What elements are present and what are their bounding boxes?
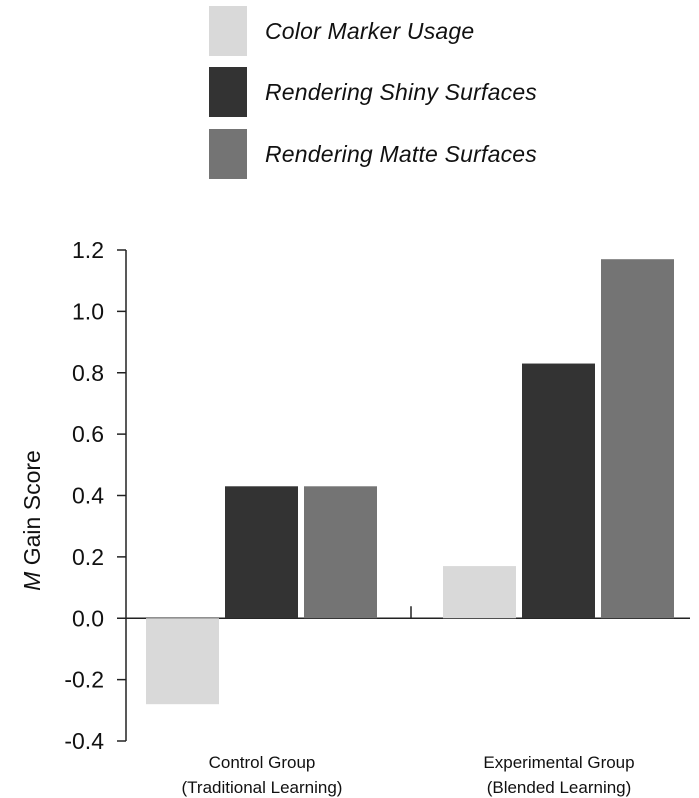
- legend-swatch-color-marker-usage: [209, 6, 247, 56]
- y-tick-label: 1.0: [72, 298, 104, 324]
- bar-rendering-shiny-surfaces-control: [225, 486, 298, 619]
- y-axis-title: M Gain Score: [19, 450, 45, 591]
- x-category-label: Experimental Group: [483, 753, 634, 772]
- x-category-label: (Blended Learning): [487, 778, 632, 797]
- legend-swatch-rendering-matte-surfaces: [209, 129, 247, 179]
- legend-label-rendering-matte-surfaces: Rendering Matte Surfaces: [265, 140, 537, 167]
- bar-rendering-matte-surfaces-control: [304, 486, 377, 619]
- legend-label-rendering-shiny-surfaces: Rendering Shiny Surfaces: [265, 78, 538, 105]
- legend-swatch-rendering-shiny-surfaces: [209, 67, 247, 117]
- y-tick-label: 0.6: [72, 421, 104, 447]
- y-tick-label: 0.2: [72, 544, 104, 570]
- chart-plot-area: -0.4 -0.2 0.0 0.2 0.4 0.6 0.8 1.0 1.2 Control Gro…: [19, 237, 690, 797]
- y-tick-label: 1.2: [72, 237, 104, 263]
- y-tick-label: -0.2: [64, 667, 104, 693]
- legend-label-color-marker-usage: Color Marker Usage: [265, 17, 475, 44]
- bar-color-marker-usage-control: [146, 618, 219, 705]
- legend-item-rendering-shiny-surfaces: Rendering Shiny Surfaces: [209, 67, 537, 117]
- legend-item-color-marker-usage: Color Marker Usage: [209, 6, 474, 56]
- y-tick-label: 0.0: [72, 605, 104, 631]
- bar-rendering-shiny-surfaces-experimental: [522, 363, 595, 619]
- x-category-label: Control Group: [209, 753, 316, 772]
- y-tick-label: -0.4: [64, 728, 104, 754]
- y-tick-label: 0.4: [72, 483, 104, 509]
- x-category-label: (Traditional Learning): [182, 778, 343, 797]
- bar-color-marker-usage-experimental: [443, 566, 516, 619]
- bar-rendering-matte-surfaces-experimental: [601, 259, 674, 619]
- y-axis-title-rest: Gain Score: [19, 450, 45, 571]
- legend-item-rendering-matte-surfaces: Rendering Matte Surfaces: [209, 129, 537, 179]
- y-tick-label: 0.8: [72, 360, 104, 386]
- y-axis-title-italic: M: [19, 571, 45, 591]
